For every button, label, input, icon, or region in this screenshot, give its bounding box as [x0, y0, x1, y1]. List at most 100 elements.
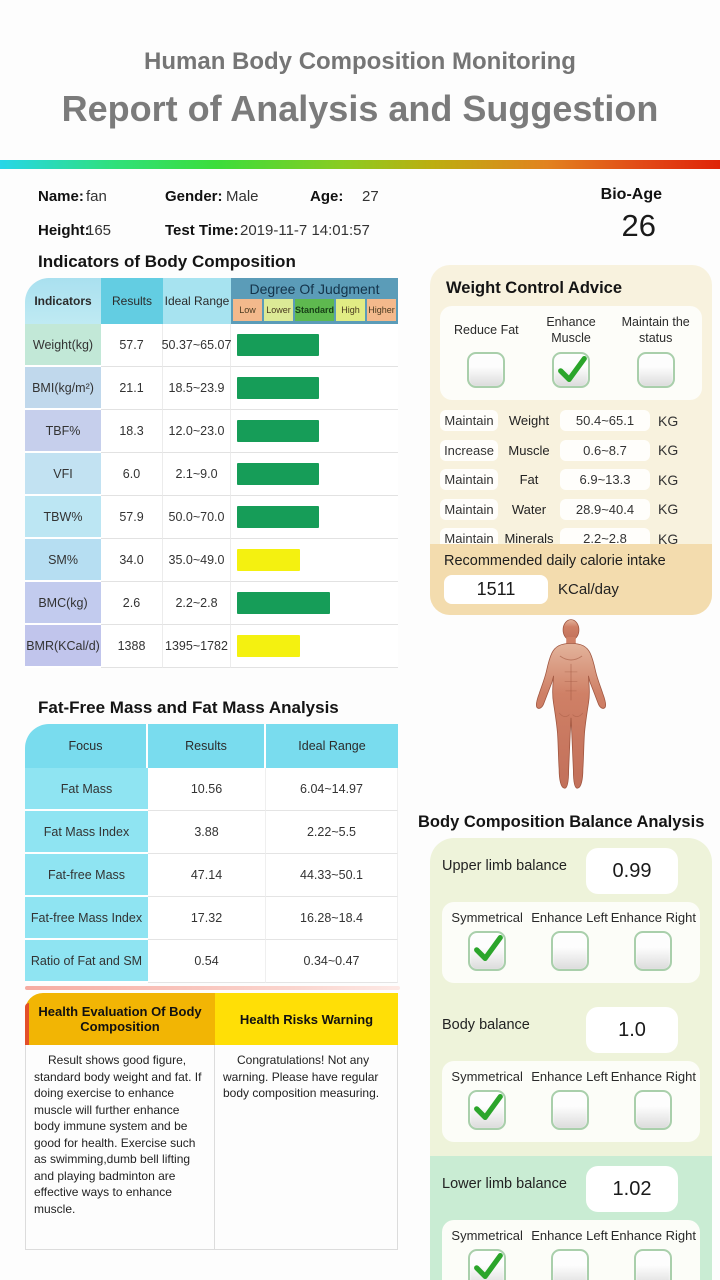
fat-result: 47.14 [148, 854, 266, 897]
test-time-value: 2019-11-7 14:01:57 [240, 222, 370, 239]
check-icon [558, 356, 587, 382]
judgment-bar [237, 334, 320, 356]
anatomy-figure-icon [535, 619, 607, 789]
balance-label: Body balance [442, 1017, 530, 1033]
indicator-row: BMC(kg) 2.6 2.2~2.8 [25, 582, 400, 625]
judgment-bar [237, 420, 320, 442]
enhance-left-checkbox[interactable] [550, 1249, 589, 1280]
check-icon [474, 1094, 504, 1120]
indicator-range: 50.0~70.0 [163, 496, 231, 539]
judgment-levels: Low Lower Standard High Higher [231, 299, 398, 324]
calorie-value: 1511 [444, 575, 548, 604]
fat-range: 44.33~50.1 [266, 854, 398, 897]
health-eval-title: Health Evaluation Of Body Composition [25, 993, 215, 1045]
indicator-range: 18.5~23.9 [163, 367, 231, 410]
name-value: fan [86, 188, 107, 205]
fat-range: 2.22~5.5 [266, 811, 398, 854]
weight-control-rows: Maintain Weight 50.4~65.1 KG Increase Mu… [440, 406, 702, 554]
header-results: Results [101, 278, 163, 324]
indicator-judgment-cell [231, 625, 398, 668]
fat-result: 17.32 [148, 897, 266, 940]
judgment-bar [237, 463, 320, 485]
indicator-result: 18.3 [101, 410, 163, 453]
option-label: Symmetrical [451, 910, 523, 925]
indicators-section-title: Indicators of Body Composition [38, 252, 296, 271]
header-focus: Focus [25, 724, 148, 768]
goal-checkbox[interactable] [636, 352, 675, 388]
goal-option: Maintain the status [613, 314, 698, 388]
test-time-label: Test Time: [165, 222, 239, 239]
symmetrical-checkbox[interactable] [468, 1249, 507, 1280]
option-label: Enhance Right [610, 910, 696, 925]
bio-age-value: 26 [621, 208, 656, 243]
advice-row: Maintain Water 28.9~40.4 KG [440, 495, 702, 525]
symmetrical-checkbox[interactable] [468, 1090, 507, 1130]
advice-unit: KG [658, 501, 679, 518]
goal-checkbox[interactable] [467, 352, 506, 388]
weight-control-panel: Weight Control Advice Reduce Fat Enhance… [430, 265, 712, 615]
fat-row: Ratio of Fat and SM 0.54 0.34~0.47 [25, 940, 400, 983]
health-eval-cell: Result shows good figure, standard body … [25, 1045, 215, 1250]
judgment-bar [237, 549, 300, 571]
fat-focus: Fat-free Mass [25, 854, 148, 897]
judgment-level-label: Standard [295, 299, 335, 321]
check-icon [474, 935, 504, 961]
balance-section-title: Body Composition Balance Analysis [418, 813, 705, 831]
fat-range: 0.34~0.47 [266, 940, 398, 983]
judgment-bar [237, 377, 320, 399]
header-degree-of-judgment: Degree Of Judgment Low Lower Standard Hi… [231, 278, 398, 324]
option-label: Enhance Right [610, 1228, 696, 1243]
age-value: 27 [362, 188, 379, 205]
indicator-result: 2.6 [101, 582, 163, 625]
indicator-result: 6.0 [101, 453, 163, 496]
enhance-left-checkbox[interactable] [550, 1090, 589, 1130]
body-figure [430, 615, 712, 811]
judgment-bar [237, 506, 320, 528]
report-subtitle: Human Body Composition Monitoring [144, 48, 576, 75]
balance-panel: Upper limb balance 0.99 Symmetrical [430, 838, 712, 1280]
fat-result: 3.88 [148, 811, 266, 854]
header-indicators: Indicators [25, 278, 101, 324]
age-label: Age: [310, 188, 344, 205]
goal-label: Enhance Muscle [546, 315, 596, 345]
goal-checkbox[interactable] [552, 352, 590, 388]
enhance-left-checkbox[interactable] [550, 931, 589, 971]
calorie-label: Recommended daily calorie intake [444, 553, 666, 569]
judgment-bar [237, 592, 331, 614]
balance-section: Body balance 1.0 Symmetrical [430, 997, 712, 1156]
balance-section: Lower limb balance 1.02 Symmetrical [430, 1156, 712, 1280]
fat-table-body: Fat Mass 10.56 6.04~14.97 Fat Mass Index… [25, 768, 400, 983]
balance-option: Symmetrical [446, 910, 528, 971]
height-label: Height: [38, 222, 90, 239]
rainbow-divider [0, 160, 720, 169]
enhance-right-checkbox[interactable] [634, 1090, 673, 1130]
check-icon [474, 1253, 504, 1279]
advice-row: Maintain Weight 50.4~65.1 KG [440, 406, 702, 436]
indicator-row: TBW% 57.9 50.0~70.0 [25, 496, 400, 539]
goal-label: Reduce Fat [454, 323, 519, 338]
advice-unit: KG [658, 442, 679, 459]
weight-control-title: Weight Control Advice [446, 279, 623, 297]
calorie-section: Recommended daily calorie intake 1511 KC… [430, 544, 712, 615]
indicator-judgment-cell [231, 539, 398, 582]
symmetrical-checkbox[interactable] [468, 931, 507, 971]
bio-age-label: Bio-Age [600, 186, 662, 203]
enhance-right-checkbox[interactable] [634, 1249, 673, 1280]
fat-row: Fat-free Mass Index 17.32 16.28~18.4 [25, 897, 400, 940]
header-ideal-range: Ideal Range [163, 278, 231, 324]
gender-value: Male [226, 188, 259, 205]
judgment-level-label: Lower [264, 299, 293, 321]
indicator-row: TBF% 18.3 12.0~23.0 [25, 410, 400, 453]
header-results: Results [148, 724, 266, 768]
indicator-name: BMC(kg) [25, 582, 101, 625]
judgment-bar [237, 635, 300, 657]
option-label: Enhance Left [531, 1228, 608, 1243]
balance-value: 1.02 [586, 1166, 678, 1212]
balance-option: Enhance Left [528, 910, 610, 971]
fat-focus: Fat Mass [25, 768, 148, 811]
indicator-name: BMI(kg/m²) [25, 367, 101, 410]
advice-action: Maintain [440, 498, 498, 520]
advice-range: 50.4~65.1 [560, 410, 650, 432]
health-eval-header: Health Evaluation Of Body Composition He… [25, 993, 400, 1045]
enhance-right-checkbox[interactable] [634, 931, 673, 971]
